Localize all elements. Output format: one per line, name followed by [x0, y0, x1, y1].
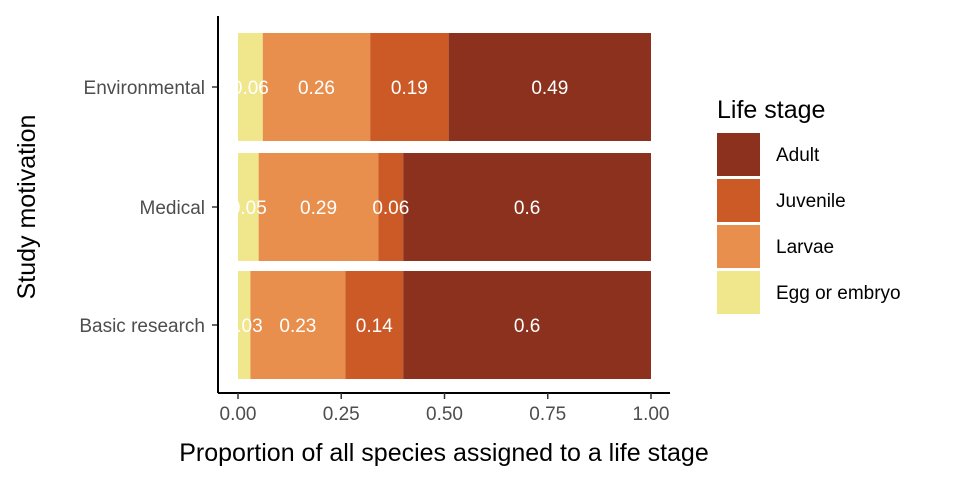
bar-medical-egg-or-embryo [238, 153, 259, 261]
data-label: 0.23 [279, 316, 316, 337]
bar-basic-research-egg-or-embryo [238, 271, 251, 379]
bar-environmental-juvenile [370, 33, 449, 141]
x-tick-label: 1.00 [633, 404, 670, 425]
x-tick-label: 0.25 [323, 404, 360, 425]
bar-environmental-adult [448, 33, 651, 141]
bar-environmental-egg-or-embryo [238, 33, 263, 141]
legend-label: Juvenile [776, 191, 846, 212]
bar-medical-larvae [258, 153, 379, 261]
data-label: 0.19 [391, 78, 428, 99]
data-label: 0.26 [298, 78, 335, 99]
y-tick-label: Basic research [79, 316, 205, 337]
bars-layer [238, 33, 651, 379]
y-tick-label: Medical [140, 198, 205, 219]
x-tick-label: 0.75 [529, 404, 566, 425]
x-axis-title: Proportion of all species assigned to a … [179, 439, 708, 467]
data-label: 0.06 [372, 198, 409, 219]
y-axis-title: Study motivation [13, 115, 41, 300]
bar-labels-layer: 0.06 0.26 0.19 0.49 0.05 0.29 0.06 0.6 0.03 0.23 0… [226, 78, 569, 337]
legend-label: Adult [776, 145, 820, 166]
legend-label: Egg or embryo [776, 283, 901, 304]
bar-environmental-larvae [262, 33, 371, 141]
data-label: 0.29 [300, 198, 337, 219]
legend-title: Life stage [717, 96, 825, 124]
bar-medical-juvenile [378, 153, 404, 261]
bar-basic-research-larvae [250, 271, 346, 379]
legend: Life stage Adult Juvenile Larvae Egg or emb… [717, 96, 901, 314]
x-tick-label: 0.00 [220, 404, 257, 425]
legend-swatch [717, 133, 760, 176]
data-label: 0.06 [232, 78, 269, 99]
axes-layer: Environmental Medical Basic research 0.00 0.… [79, 16, 670, 425]
legend-swatch [717, 271, 760, 314]
data-label: 0.14 [356, 316, 393, 337]
x-tick-label: 0.50 [426, 404, 463, 425]
legend-swatch [717, 225, 760, 268]
y-tick-label: Environmental [84, 78, 205, 99]
data-label: 0.6 [514, 316, 540, 337]
bar-medical-adult [403, 153, 651, 261]
legend-label: Larvae [776, 237, 834, 258]
data-label: 0.03 [226, 316, 263, 337]
bar-basic-research-juvenile [345, 271, 404, 379]
data-label: 0.05 [230, 198, 267, 219]
legend-swatch [717, 179, 760, 222]
data-label: 0.49 [531, 78, 568, 99]
data-label: 0.6 [514, 198, 540, 219]
bar-basic-research-adult [403, 271, 651, 379]
